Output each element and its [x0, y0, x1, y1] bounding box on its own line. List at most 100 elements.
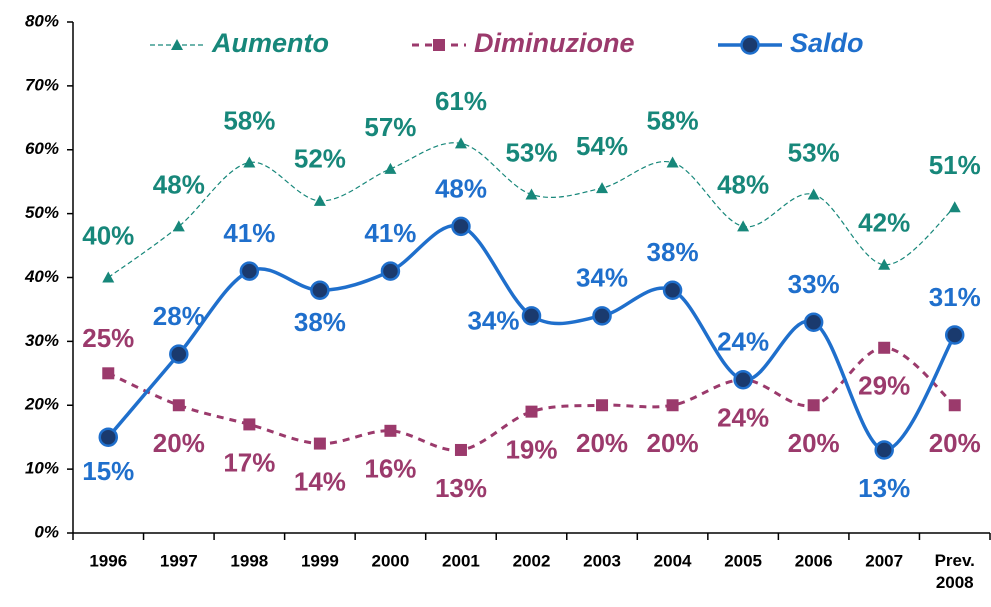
data-label: 20% [929, 428, 981, 458]
data-label: 24% [717, 327, 769, 357]
data-label: 33% [788, 269, 840, 299]
marker [525, 405, 538, 418]
x-tick-label: 2001 [442, 551, 480, 570]
marker [243, 156, 256, 168]
marker [521, 306, 542, 326]
data-label: 52% [294, 144, 346, 174]
y-tick-label: 10% [25, 459, 59, 478]
data-label: 14% [294, 466, 346, 496]
marker [596, 182, 609, 194]
data-label: 19% [505, 435, 557, 465]
x-tick-label: Prev. 2008 [935, 551, 975, 592]
marker [878, 341, 891, 354]
x-tick-label: 2006 [795, 551, 833, 570]
marker [803, 312, 824, 332]
data-label: 28% [153, 301, 205, 331]
data-label: 34% [576, 263, 628, 293]
legend-label: Saldo [790, 28, 864, 58]
data-label: 13% [858, 473, 910, 503]
marker [807, 188, 820, 200]
marker [243, 418, 256, 431]
marker [313, 437, 326, 450]
x-tick-label-line: 2008 [936, 573, 974, 592]
marker [948, 399, 961, 412]
marker [525, 188, 538, 200]
data-label: 34% [467, 306, 519, 336]
data-label: 41% [223, 218, 275, 248]
marker [666, 156, 679, 168]
marker [454, 443, 467, 456]
marker [737, 220, 750, 232]
data-label: 20% [788, 428, 840, 458]
marker [380, 261, 401, 281]
x-tick-label: 1998 [230, 551, 268, 570]
marker [948, 201, 961, 213]
data-label: 58% [223, 105, 275, 135]
marker [102, 271, 115, 283]
data-label: 48% [435, 173, 487, 203]
y-tick-label: 50% [25, 203, 59, 222]
marker [874, 440, 894, 460]
marker [944, 325, 965, 345]
x-tick-label: 2002 [513, 551, 551, 570]
marker [878, 258, 891, 270]
marker [666, 399, 679, 412]
data-label: 48% [153, 169, 205, 199]
data-label: 38% [647, 237, 699, 267]
marker [102, 367, 115, 380]
data-label: 42% [858, 208, 910, 238]
legend-label: Aumento [211, 28, 329, 58]
legend-label: Diminuzione [474, 28, 635, 58]
marker [310, 280, 330, 301]
x-tick-label: 2003 [583, 551, 621, 570]
marker [807, 399, 820, 412]
x-tick-label: 2005 [724, 551, 762, 570]
marker [172, 399, 185, 412]
x-tick-label-line: Prev. [935, 551, 975, 570]
data-label: 24% [717, 403, 769, 433]
data-label: 13% [435, 473, 487, 503]
data-label: 20% [153, 428, 205, 458]
legend-marker [433, 39, 445, 51]
data-label: 58% [647, 105, 699, 135]
data-label: 48% [717, 169, 769, 199]
marker [451, 216, 471, 237]
y-tick-label: 40% [24, 267, 59, 286]
data-label: 41% [364, 218, 416, 248]
y-tick-label: 0% [34, 522, 59, 541]
marker [384, 424, 397, 437]
legend-marker [740, 35, 760, 55]
data-label: 61% [435, 86, 487, 116]
y-tick-label: 30% [25, 331, 59, 350]
marker [592, 306, 612, 326]
data-label: 51% [929, 150, 981, 180]
marker [384, 162, 397, 174]
marker [313, 194, 326, 206]
data-label: 53% [788, 137, 840, 167]
data-label: 29% [858, 371, 910, 401]
marker [596, 399, 609, 412]
x-tick-label: 2007 [865, 551, 903, 570]
marker [98, 427, 119, 447]
x-tick-label: 2000 [372, 551, 410, 570]
data-label: 53% [505, 137, 557, 167]
marker [169, 344, 189, 364]
x-tick-label: 1996 [89, 551, 127, 570]
marker [662, 280, 683, 301]
y-tick-label: 80% [25, 11, 59, 30]
legend-marker [171, 39, 183, 50]
marker [172, 220, 185, 232]
data-label: 25% [82, 323, 134, 353]
y-tick-label: 70% [25, 75, 59, 94]
data-label: 40% [82, 220, 134, 250]
data-label: 20% [647, 428, 699, 458]
data-label: 57% [364, 112, 416, 142]
y-tick-label: 60% [25, 139, 59, 158]
marker [733, 369, 753, 390]
x-tick-label: 2004 [654, 551, 692, 570]
data-label: 20% [576, 428, 628, 458]
x-tick-label: 1999 [301, 551, 339, 570]
marker [239, 261, 260, 281]
data-label: 16% [364, 454, 416, 484]
